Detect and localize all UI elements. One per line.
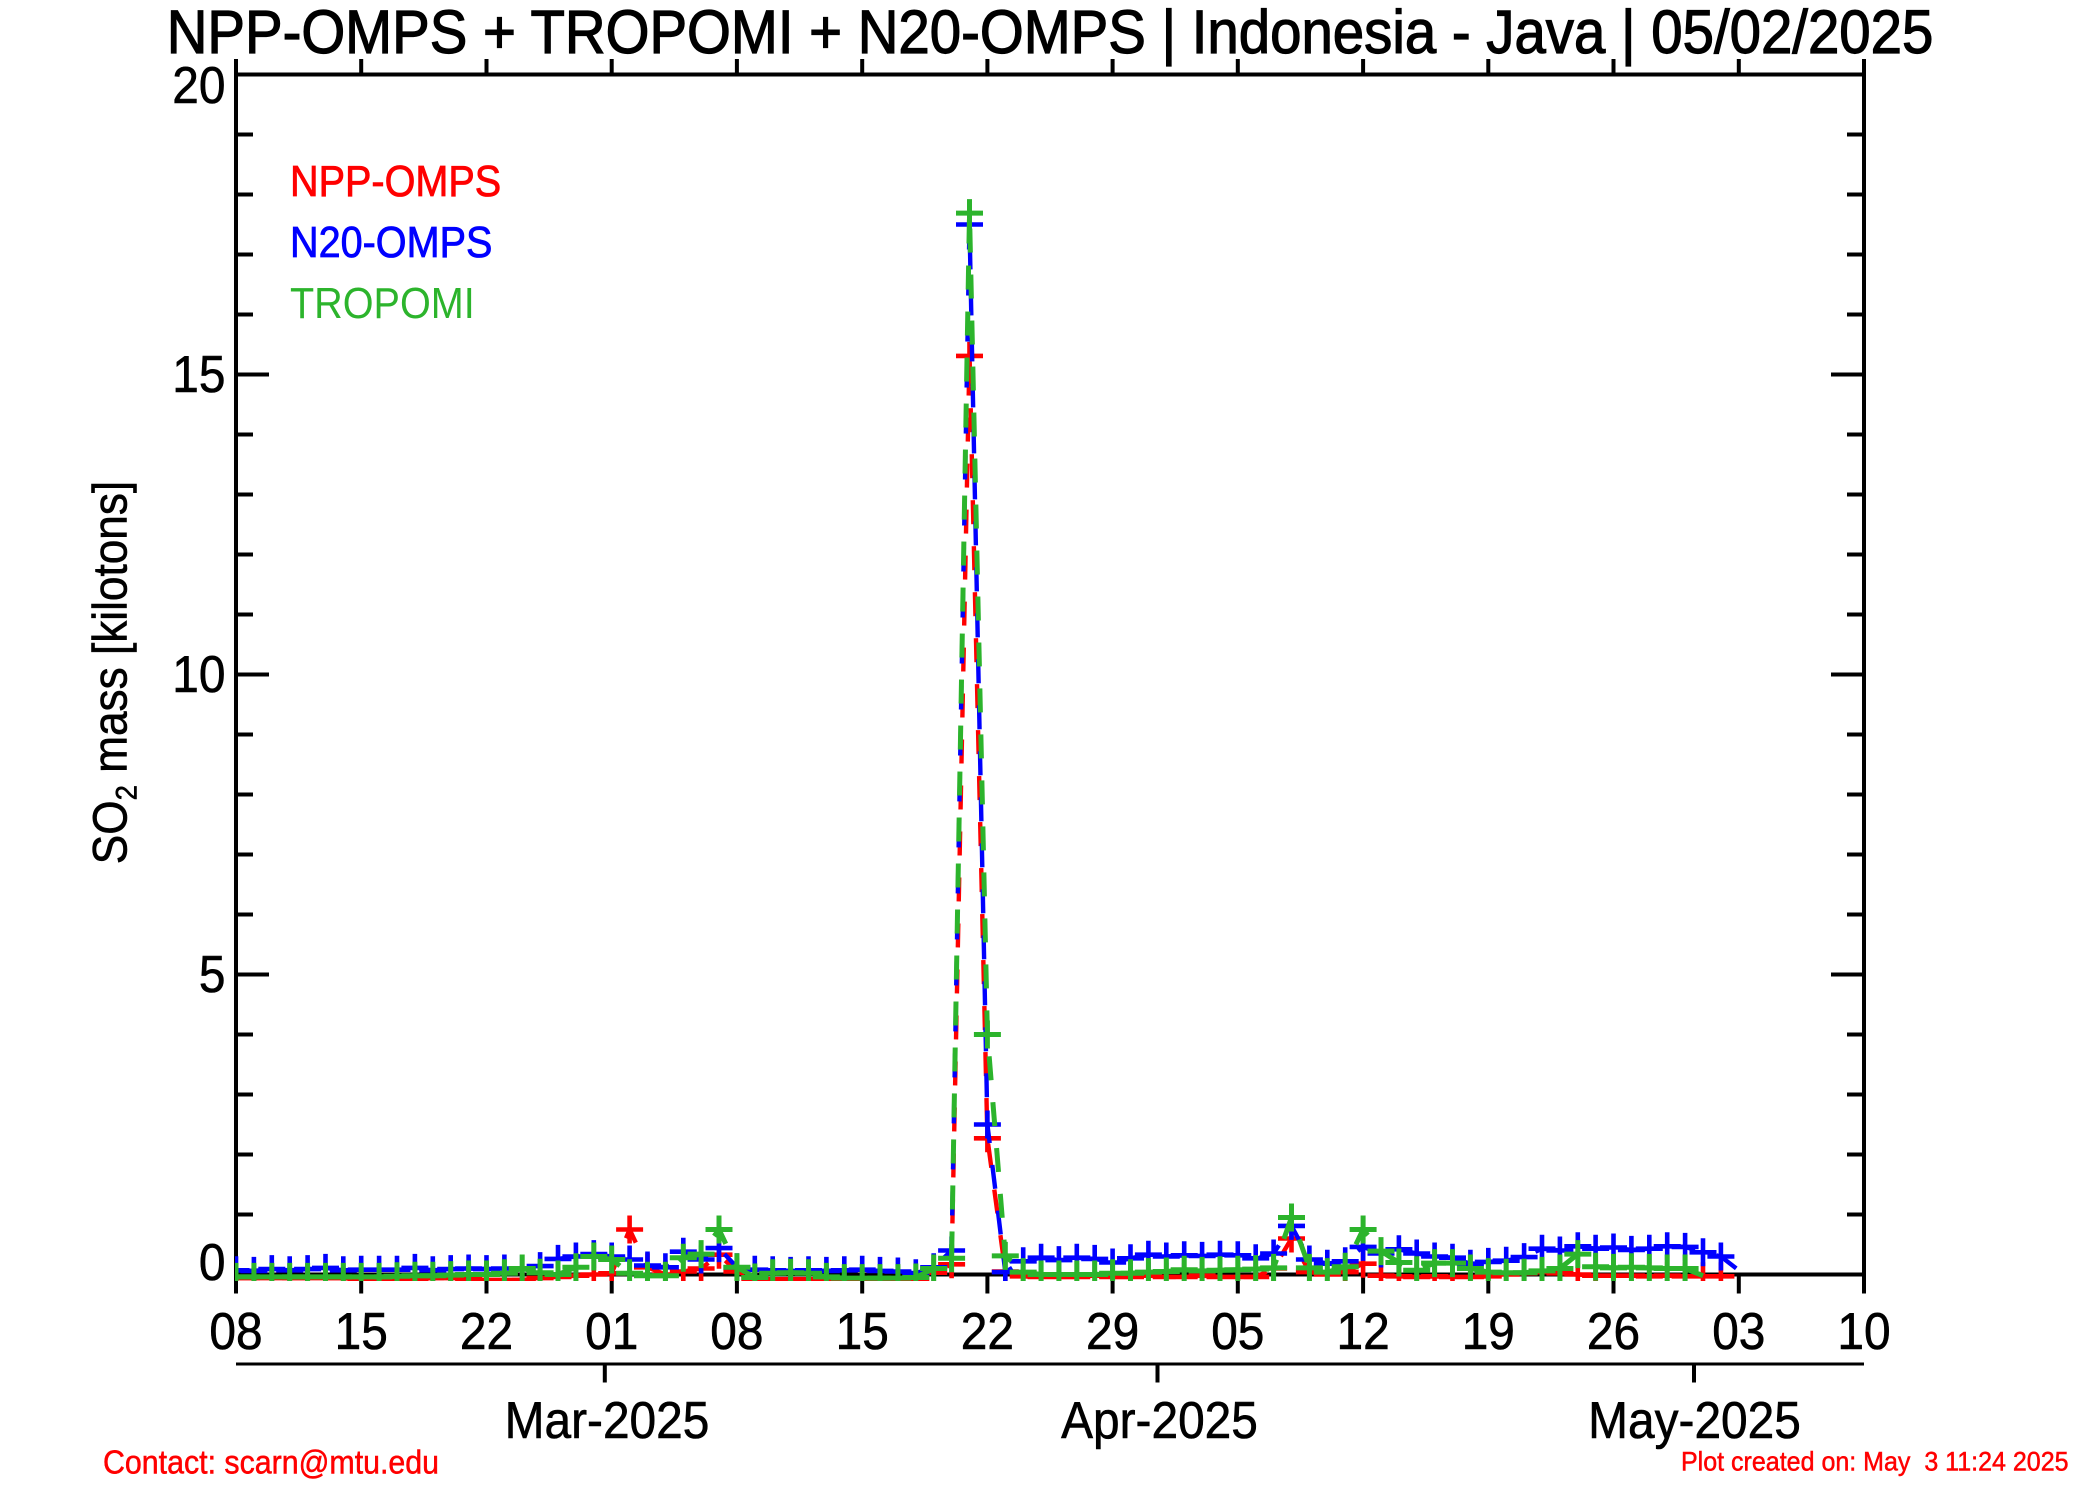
svg-text:Plot created on: May 3 11:24: Plot created on: May 3 11:24 2025: [1681, 1446, 2069, 1477]
svg-text:29: 29: [1086, 1302, 1139, 1360]
svg-text:20: 20: [172, 56, 225, 114]
svg-text:22: 22: [961, 1302, 1014, 1360]
svg-text:12: 12: [1336, 1302, 1389, 1360]
svg-text:Contact: scarn@mtu.edu: Contact: scarn@mtu.edu: [103, 1443, 439, 1480]
svg-text:22: 22: [460, 1302, 513, 1360]
svg-text:08: 08: [710, 1302, 763, 1360]
svg-text:5: 5: [199, 945, 226, 1003]
svg-text:15: 15: [335, 1302, 388, 1360]
svg-text:10: 10: [172, 645, 225, 703]
svg-text:05: 05: [1211, 1302, 1264, 1360]
svg-text:01: 01: [585, 1302, 638, 1360]
svg-text:03: 03: [1712, 1302, 1765, 1360]
svg-text:N20-OMPS: N20-OMPS: [290, 217, 492, 266]
svg-text:NPP-OMPS: NPP-OMPS: [290, 156, 501, 205]
svg-text:Apr-2025: Apr-2025: [1061, 1391, 1258, 1449]
svg-text:19: 19: [1462, 1302, 1515, 1360]
svg-text:26: 26: [1587, 1302, 1640, 1360]
svg-text:TROPOMI: TROPOMI: [290, 278, 475, 327]
svg-text:Mar-2025: Mar-2025: [505, 1391, 710, 1449]
svg-text:15: 15: [836, 1302, 889, 1360]
svg-text:0: 0: [199, 1233, 226, 1291]
svg-text:NPP-OMPS + TROPOMI + N20-OMPS: NPP-OMPS + TROPOMI + N20-OMPS | Indonesi…: [167, 0, 1934, 67]
svg-text:08: 08: [209, 1302, 262, 1360]
svg-text:May-2025: May-2025: [1588, 1391, 1801, 1449]
svg-text:SO2 mass [kilotons]: SO2 mass [kilotons]: [83, 481, 144, 864]
svg-text:15: 15: [172, 345, 225, 403]
svg-text:10: 10: [1837, 1302, 1890, 1360]
